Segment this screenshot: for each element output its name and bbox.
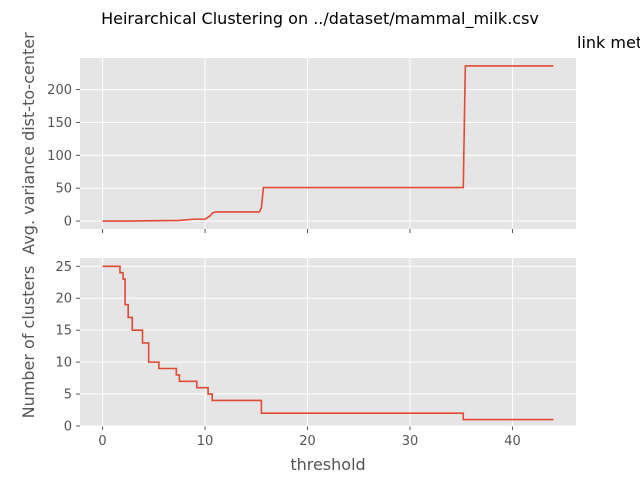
plot-area xyxy=(80,58,576,229)
panel-2: 0 10 20 30 40 0 5 10 15 20 25 Number of clusters xyxy=(19,258,576,449)
y-tick-label: 0 xyxy=(64,420,72,435)
chart-subtitle: link met xyxy=(577,33,640,52)
x-tick-label: 0 xyxy=(98,434,106,449)
x-tick-label: 10 xyxy=(197,434,214,449)
series-line xyxy=(102,265,554,421)
x-tick-label: 20 xyxy=(299,434,316,449)
y-axis-label: Avg. variance dist-to-center xyxy=(19,32,38,255)
plot-area xyxy=(80,258,576,426)
y-tick-label: 20 xyxy=(55,292,72,307)
x-axis-label: threshold xyxy=(290,455,365,474)
y-tick-label: 10 xyxy=(55,356,72,371)
series-line xyxy=(102,65,554,222)
y-tick-label: 150 xyxy=(47,116,72,131)
x-tick-label: 30 xyxy=(402,434,419,449)
y-tick-label: 5 xyxy=(64,388,72,403)
y-tick-label: 0 xyxy=(64,215,72,230)
y-tick-label: 200 xyxy=(47,83,72,98)
y-tick-label: 50 xyxy=(55,182,72,197)
y-tick-label: 100 xyxy=(47,149,72,164)
panel-1: 0 50 100 150 200 Avg. variance dist-to-center xyxy=(19,32,576,255)
chart-title: Heirarchical Clustering on ../dataset/ma… xyxy=(101,9,539,29)
y-axis-label: Number of clusters xyxy=(19,266,38,419)
x-tick-label: 40 xyxy=(504,434,521,449)
y-tick-label: 25 xyxy=(55,260,72,275)
y-tick-label: 15 xyxy=(55,324,72,339)
